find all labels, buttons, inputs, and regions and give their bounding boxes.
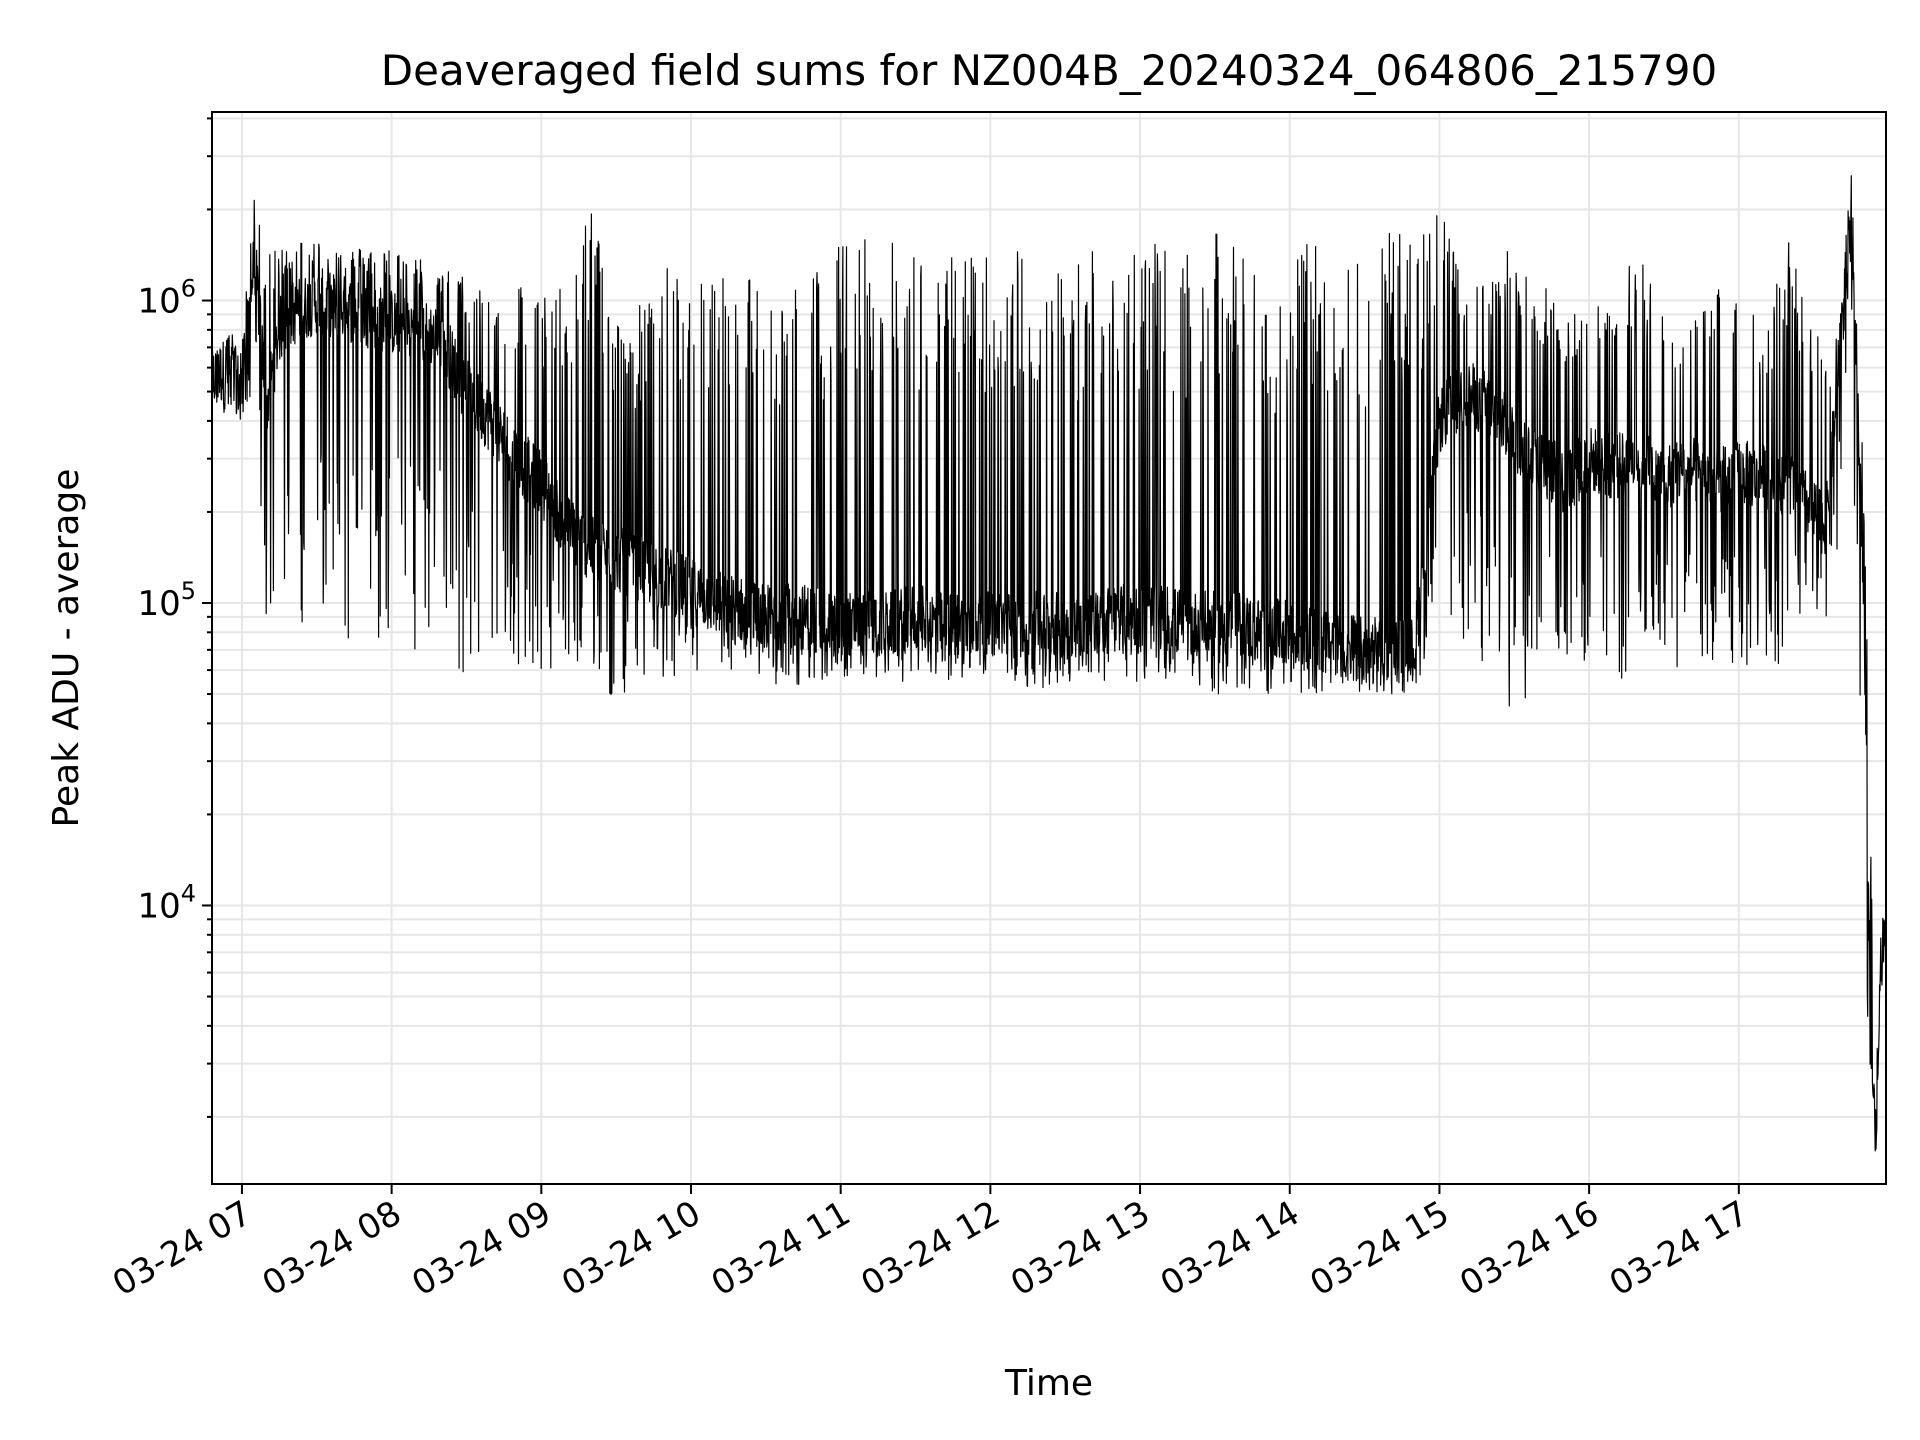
y-axis: 104 105 106 — [137, 117, 212, 1118]
plot-area — [212, 175, 1886, 1152]
chart-title: Deaveraged field sums for NZ004B_2024032… — [381, 46, 1717, 95]
axes-frame — [211, 111, 1887, 1185]
x-axis-label: Time — [1004, 1363, 1093, 1404]
y-axis-label: Peak ADU - average — [46, 469, 87, 828]
series-line — [212, 175, 1886, 1152]
y-tick-label: 105 — [137, 577, 196, 624]
y-tick-label: 106 — [137, 275, 196, 322]
y-tick-label: 104 — [137, 879, 196, 926]
